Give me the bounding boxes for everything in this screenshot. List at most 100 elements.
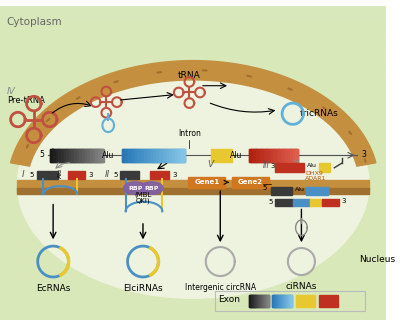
Ellipse shape — [140, 182, 163, 194]
Bar — [275, 199, 293, 206]
Ellipse shape — [124, 182, 147, 194]
Bar — [122, 149, 184, 162]
Bar — [278, 149, 281, 162]
Bar — [257, 295, 258, 307]
Bar — [268, 295, 269, 307]
Bar — [0, 107, 386, 122]
Bar — [101, 149, 104, 162]
Bar — [291, 295, 292, 307]
Bar — [140, 149, 144, 162]
Text: IV: IV — [7, 87, 16, 96]
Bar — [77, 149, 80, 162]
Bar — [267, 295, 268, 307]
Bar — [259, 295, 260, 307]
Text: tricRNAs: tricRNAs — [300, 109, 338, 118]
Text: Gene1: Gene1 — [194, 179, 219, 185]
Bar — [290, 295, 291, 307]
Text: tRNA: tRNA — [178, 71, 201, 80]
Text: Alu: Alu — [307, 163, 317, 168]
Text: 3: 3 — [361, 150, 366, 159]
Text: (MBL: (MBL — [134, 192, 152, 198]
Bar — [166, 149, 169, 162]
Bar — [306, 187, 328, 195]
Text: V: V — [208, 160, 214, 169]
Bar — [288, 295, 289, 307]
Bar — [80, 149, 83, 162]
Bar — [69, 149, 72, 162]
Text: 5: 5 — [268, 199, 273, 205]
Text: Alu: Alu — [295, 187, 305, 192]
Bar — [128, 149, 132, 162]
Bar — [249, 149, 252, 162]
Bar — [258, 295, 259, 307]
Bar — [72, 149, 75, 162]
Bar — [0, 35, 386, 49]
Bar — [275, 295, 277, 307]
Text: Intron: Intron — [178, 129, 201, 138]
Bar — [270, 187, 292, 195]
Bar — [275, 163, 304, 172]
Bar — [281, 149, 284, 162]
Bar — [283, 149, 286, 162]
Bar — [125, 149, 128, 162]
Bar — [53, 149, 56, 162]
Bar — [178, 149, 182, 162]
Bar — [61, 149, 64, 162]
Bar — [0, 136, 386, 150]
Bar — [162, 149, 166, 162]
Bar — [286, 149, 288, 162]
Text: 5: 5 — [40, 150, 44, 159]
Bar — [153, 149, 157, 162]
Bar — [264, 149, 267, 162]
Bar — [85, 149, 88, 162]
Text: III: III — [263, 161, 270, 170]
Bar — [144, 149, 147, 162]
Text: Nucleus: Nucleus — [359, 255, 396, 263]
Bar — [68, 171, 85, 179]
Text: RBP: RBP — [128, 185, 142, 191]
Text: I: I — [21, 170, 24, 179]
Text: ADAR1: ADAR1 — [305, 176, 327, 181]
Bar — [264, 295, 265, 307]
Bar — [266, 149, 269, 162]
Text: Cytoplasm: Cytoplasm — [7, 17, 62, 27]
Bar — [0, 64, 386, 78]
Text: II: II — [104, 170, 110, 179]
Bar — [56, 149, 59, 162]
Bar — [250, 295, 252, 307]
Bar — [322, 199, 339, 206]
Bar — [319, 163, 330, 172]
Text: Exon: Exon — [218, 295, 240, 304]
Bar — [296, 295, 315, 307]
Bar — [259, 149, 262, 162]
Bar — [261, 295, 262, 307]
Bar — [122, 149, 125, 162]
Text: QKI): QKI) — [136, 198, 150, 204]
Bar — [252, 295, 254, 307]
Bar — [181, 149, 185, 162]
Text: Alu: Alu — [58, 168, 63, 178]
Bar — [17, 188, 369, 194]
Bar — [287, 295, 288, 307]
Bar — [280, 295, 282, 307]
Text: 3: 3 — [341, 198, 346, 204]
Text: Alu: Alu — [230, 151, 242, 160]
Bar — [58, 149, 61, 162]
Bar — [265, 295, 266, 307]
Bar — [310, 199, 322, 206]
Text: 5: 5 — [263, 185, 267, 191]
Text: 3: 3 — [172, 171, 176, 178]
Bar — [268, 149, 272, 162]
Bar — [249, 149, 298, 162]
Ellipse shape — [17, 70, 369, 298]
Bar — [293, 199, 310, 206]
Bar — [37, 171, 58, 179]
Bar — [249, 295, 268, 307]
Bar — [96, 149, 98, 162]
Bar — [295, 149, 298, 162]
Bar — [50, 149, 53, 162]
Text: ElciRNAs: ElciRNAs — [123, 284, 163, 293]
Bar — [74, 149, 77, 162]
Bar — [254, 295, 256, 307]
Text: RBP: RBP — [144, 185, 159, 191]
